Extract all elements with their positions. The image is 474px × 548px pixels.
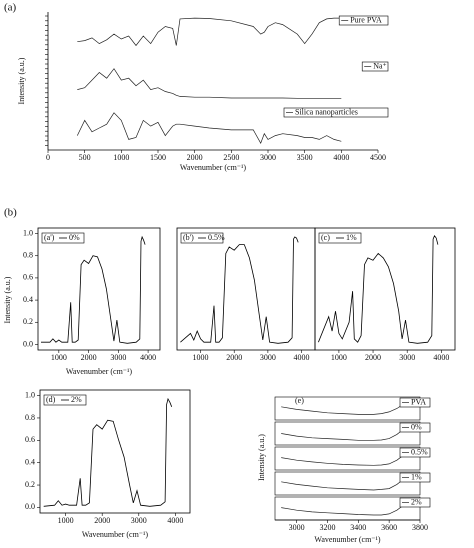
legend-label: 0% [411,422,422,431]
y-tick-label: 0.2 [25,480,35,489]
x-axis-label: Wavenumber (cm⁻¹) [180,163,247,172]
x-tick-label: 4000 [167,516,183,525]
x-axis-label: Wavenumber (cm⁻¹) [66,367,133,376]
x-tick-label: 4000 [140,353,156,362]
spectrum-line [180,236,299,344]
legend-label: Na⁺ [373,61,387,70]
spectrum-line [77,68,342,99]
legend-label: 1% [346,233,357,242]
spectrum-line [281,450,413,466]
x-tick-label: 4000 [333,153,349,162]
spectrum-line [281,500,413,516]
y-axis-label: Intensity (a.u.) [3,276,12,323]
lane-frame [274,396,421,421]
x-tick-label: 3000 [289,523,305,532]
x-tick-label: 3000 [110,353,126,362]
panel-label: (a) [4,2,17,14]
x-tick-label: 1000 [193,353,209,362]
y-tick-label: 0.2 [23,317,33,326]
panel-tag: (b') [183,233,194,242]
x-tick-label: 500 [79,153,91,162]
plot-frame [37,227,161,351]
panel-tag: (e) [295,396,304,405]
spectrum-line [41,235,146,344]
y-tick-label: 0.8 [23,251,33,260]
y-tick-label: 1.0 [25,390,35,399]
x-tick-label: 2000 [226,353,242,362]
x-tick-label: 3000 [260,353,276,362]
x-tick-label: 1000 [331,353,347,362]
x-tick-label: 2000 [94,516,110,525]
y-tick-label: 0.6 [25,435,35,444]
spectrum-line [281,425,413,441]
legend-label: 0.5% [411,447,428,456]
panel-tag: (c) [321,233,330,242]
x-tick-label: 1500 [150,153,166,162]
legend-box [283,107,389,118]
spectrum-line [281,475,413,491]
x-tick-label: 4000 [294,353,310,362]
legend-label: 1% [411,472,422,481]
x-tick-label: 3800 [412,523,428,532]
x-tick-label: 0 [46,153,50,162]
legend-box [399,497,431,508]
legend-label: 2% [411,497,422,506]
x-tick-label: 4000 [433,353,449,362]
legend-label: 0% [69,233,80,242]
x-tick-label: 1000 [113,153,129,162]
y-axis-label: Intensity (a.u.) [257,434,266,481]
x-tick-label: 1000 [58,516,74,525]
panel-tag: (a') [44,233,55,242]
y-tick-label: 0.0 [23,339,33,348]
x-axis-label: Wavenumber (cm⁻¹) [82,530,149,539]
legend-label: 2% [71,395,82,404]
legend-label: 0.5% [208,233,225,242]
y-tick-label: 0.0 [25,502,35,511]
x-tick-label: 3000 [131,516,147,525]
x-tick-label: 3000 [399,353,415,362]
lane-frame [274,471,421,496]
y-tick-label: 1.0 [23,228,33,237]
legend-box [399,397,431,408]
legend-box [399,422,431,433]
legend-box [399,472,431,483]
x-tick-label: 2000 [187,153,203,162]
legend-label: Pure PVA [350,15,382,24]
x-tick-label: 3000 [260,153,276,162]
y-tick-label: 0.4 [23,295,33,304]
panel-tag: (d) [46,395,56,404]
y-tick-label: 0.8 [25,413,35,422]
lane-frame [274,496,421,521]
x-tick-label: 3200 [319,523,335,532]
legend-label: PVA [411,397,426,406]
spectrum-line [43,397,173,507]
spectrum-line [318,235,439,344]
legend-label: Silica nanoparticles [295,107,358,116]
y-tick-label: 0.4 [25,458,35,467]
y-tick-label: 0.6 [23,273,33,282]
lane-frame [274,421,421,446]
x-tick-label: 1000 [51,353,67,362]
x-tick-label: 2000 [81,353,97,362]
lane-frame [274,446,421,471]
spectrum-line [76,112,342,145]
x-tick-label: 3500 [297,153,313,162]
legend-box [361,61,389,72]
x-tick-label: 2500 [223,153,239,162]
plot-frame [314,227,456,351]
x-axis-label: Wavenumber (cm⁻¹) [314,535,381,544]
x-tick-label: 2000 [365,353,381,362]
panel-label: (b) [4,207,17,219]
y-axis-label: Intensity (a.u.) [17,57,26,104]
legend-box [399,447,431,458]
x-tick-label: 3400 [350,523,366,532]
spectrum-line [281,400,413,415]
plot-frame [39,389,191,514]
legend-box [338,15,389,26]
spectrum-line [77,17,342,47]
x-tick-label: 3600 [381,523,397,532]
x-tick-label: 4500 [370,153,386,162]
